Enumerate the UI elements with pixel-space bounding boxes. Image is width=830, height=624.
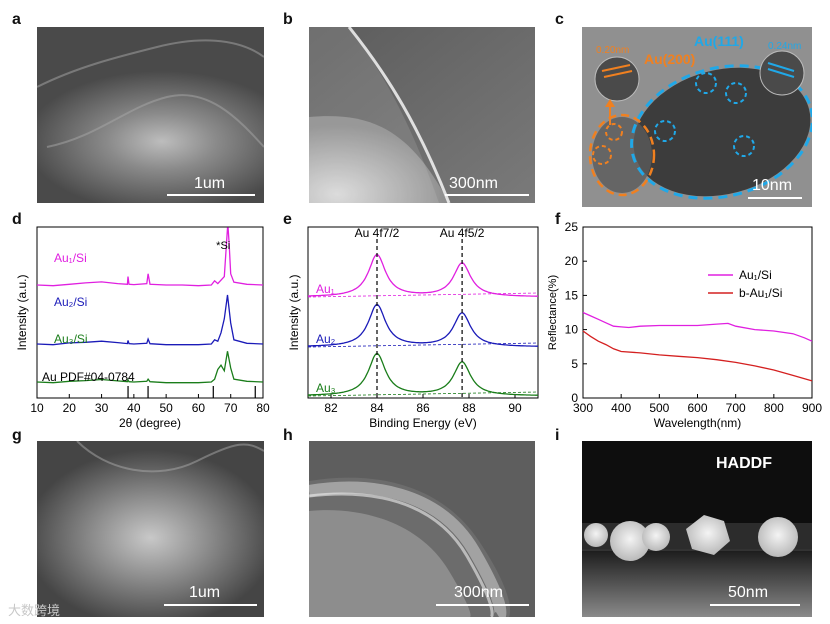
sem-image-b: 300nm — [309, 27, 535, 203]
panel-label-g: g — [12, 427, 22, 444]
x-tick-label: 300 — [573, 401, 593, 415]
sem-image-h: 300nm — [309, 441, 535, 617]
panel-label-f: f — [555, 211, 561, 228]
scale-bar-c — [748, 197, 802, 199]
panel-label-h: h — [283, 427, 293, 444]
x-tick-label: 70 — [224, 401, 238, 415]
x-axis-label: Binding Energy (eV) — [369, 416, 476, 430]
chart-d: 10 20 30 40 50 60 70 80 2θ (degree) Intensity (a.… — [15, 226, 270, 430]
x-tick-label: 40 — [127, 401, 141, 415]
chart-e: 82 84 86 88 90 Binding Energy (eV) Intensity (… — [287, 226, 539, 430]
legend-label: b-Au₁/Si — [739, 286, 782, 300]
scale-label-i: 50nm — [728, 584, 769, 601]
x-tick-label: 88 — [462, 401, 476, 415]
x-tick-label: 84 — [370, 401, 384, 415]
x-tick-label: 900 — [802, 401, 822, 415]
peak-label: Au 4f5/2 — [440, 226, 485, 240]
x-tick-label: 500 — [649, 401, 669, 415]
scale-label-b: 300nm — [449, 175, 498, 192]
scale-label-g: 1um — [189, 584, 221, 601]
lattice-label-020: 0.20nm — [596, 45, 630, 56]
series-label: Au₁/Si — [54, 251, 87, 265]
scale-label-c: 10nm — [752, 177, 793, 194]
x-tick-label: 86 — [416, 401, 430, 415]
series-label: Au₃ — [316, 381, 336, 395]
scale-label-h: 300nm — [454, 584, 503, 601]
sem-image-g: 1um — [37, 441, 264, 617]
series-label: Au₂ — [316, 332, 336, 346]
peak-label: Au 4f7/2 — [355, 226, 400, 240]
chart-f: 300 400 500 600 700 800 900 0 5 10 15 20 25 Wavelengt… — [547, 220, 822, 430]
legend-label: Au₁/Si — [739, 268, 772, 282]
x-tick-label: 700 — [726, 401, 746, 415]
x-tick-label: 400 — [611, 401, 631, 415]
y-axis-label: Reflectance(%) — [547, 275, 559, 350]
scale-bar-g — [164, 604, 257, 606]
x-tick-label: 50 — [159, 401, 173, 415]
scale-bar-h — [436, 604, 529, 606]
y-tick-label: 0 — [571, 391, 578, 405]
xps-series-line — [308, 352, 538, 396]
x-tick-label: 800 — [764, 401, 784, 415]
y-tick-label: 15 — [565, 288, 579, 302]
reference-label: Au PDF#04-0784 — [42, 370, 135, 384]
x-tick-label: 90 — [508, 401, 522, 415]
panel-label-i: i — [555, 427, 560, 444]
panel-label-a: a — [12, 11, 21, 28]
y-tick-label: 10 — [565, 323, 579, 337]
reflectance-series-line — [582, 311, 813, 342]
panel-label-c: c — [555, 11, 564, 28]
y-axis-label: Intensity (a.u.) — [15, 274, 29, 350]
panel-label-e: e — [283, 211, 292, 228]
y-tick-label: 5 — [571, 357, 578, 371]
x-tick-label: 10 — [30, 401, 44, 415]
xps-baseline — [307, 292, 539, 298]
lattice-label-024: 0.24nm — [768, 41, 802, 52]
x-tick-label: 20 — [63, 401, 77, 415]
series-label: Au₃/Si — [54, 332, 88, 346]
xrd-series-line — [36, 294, 264, 346]
x-tick-label: 60 — [192, 401, 206, 415]
imaging-mode-label: HADDF — [716, 455, 772, 472]
plot-frame — [36, 226, 264, 399]
plane-label-au111: Au(111) — [694, 33, 744, 49]
panel-label-d: d — [12, 211, 22, 228]
plot-frame — [582, 226, 813, 399]
scale-label-a: 1um — [194, 175, 226, 192]
plane-label-au200: Au(200) — [644, 51, 696, 67]
haadf-image-i: HADDF 50nm — [582, 441, 812, 617]
series-label: Au₂/Si — [54, 295, 87, 309]
x-tick-label: 30 — [95, 401, 109, 415]
plot-frame — [307, 226, 539, 399]
panel-label-b: b — [283, 11, 293, 28]
series-label: Au₁ — [316, 282, 335, 296]
xps-baseline — [307, 342, 539, 348]
xps-series-line — [308, 303, 538, 347]
x-tick-label: 80 — [256, 401, 270, 415]
x-tick-label: 600 — [687, 401, 707, 415]
scale-bar-a — [167, 194, 255, 196]
si-peak-annotation: *Si — [216, 240, 230, 252]
tem-image-c: Au(111) Au(200) 0.20nm 0.24nm 10nm — [582, 27, 812, 207]
watermark: 大数跨境 — [8, 604, 61, 619]
xrd-series-line — [36, 227, 264, 287]
xps-baseline — [307, 391, 539, 397]
scale-bar-i — [710, 604, 800, 606]
xps-series-line — [308, 253, 538, 297]
x-axis-label: 2θ (degree) — [119, 416, 181, 430]
sem-image-a: 1um — [37, 27, 264, 203]
reflectance-series-line — [582, 330, 813, 382]
scale-bar-b — [445, 194, 529, 196]
y-tick-label: 25 — [565, 220, 579, 234]
y-tick-label: 20 — [565, 254, 579, 268]
xrd-series-line — [36, 351, 264, 384]
x-tick-label: 82 — [324, 401, 338, 415]
y-axis-label: Intensity (a.u.) — [287, 274, 301, 350]
x-axis-label: Wavelength(nm) — [654, 416, 742, 430]
